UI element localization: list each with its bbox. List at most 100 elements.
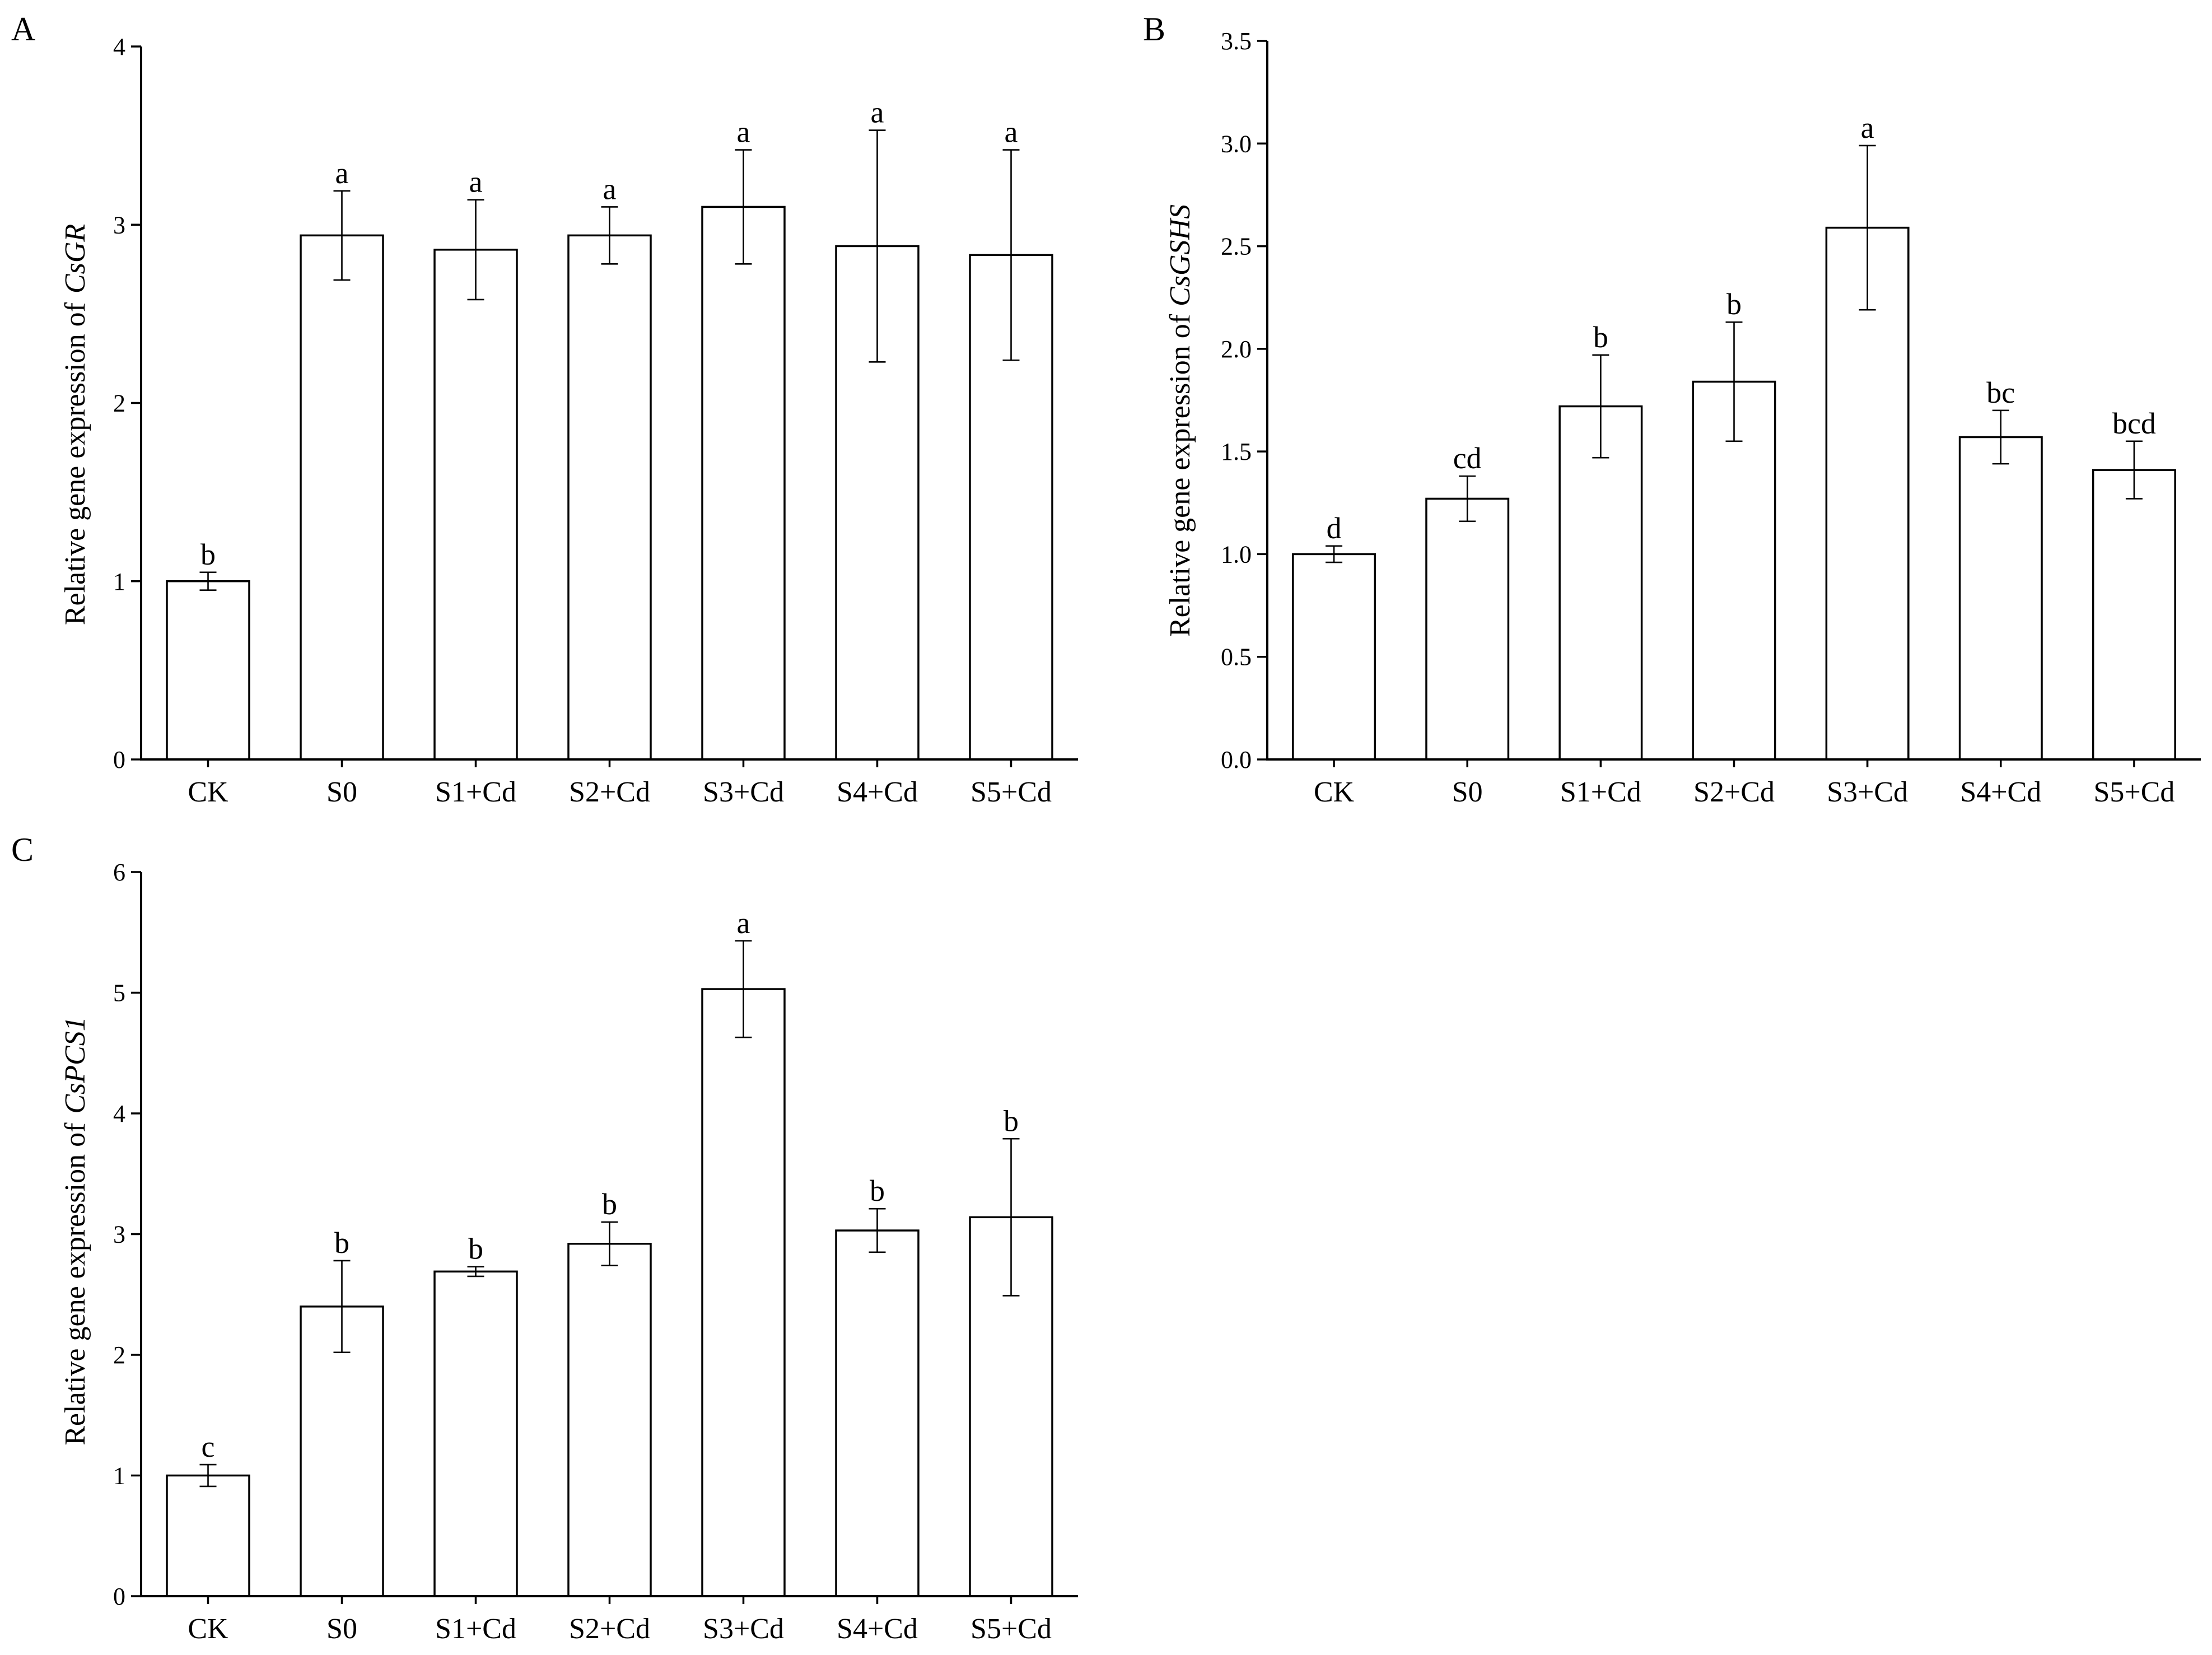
bar-b-s1-cd <box>1558 405 1643 761</box>
panel-label-a: A <box>11 11 35 48</box>
y-tick-label-a: 3 <box>113 211 125 239</box>
y-tick-label-b: 2.0 <box>1221 335 1252 363</box>
bar-b-s3-cd <box>1825 226 1910 761</box>
error-bar-b-s4-cd <box>1992 409 2009 465</box>
error-bar-c-s5-cd <box>1002 1137 1020 1297</box>
y-tick-label-b: 3.5 <box>1221 27 1252 55</box>
significance-letter-a-s0: a <box>335 156 349 190</box>
category-label-c-s1-cd: S1+Cd <box>435 1613 516 1645</box>
y-axis-title-c: Relative gene expression of CsPCS1 <box>59 1017 91 1446</box>
error-bars-a <box>199 129 1020 591</box>
category-label-b-s3-cd: S3+Cd <box>1827 776 1908 808</box>
bar-c-ck <box>166 1474 250 1597</box>
error-bar-b-s1-cd <box>1592 354 1609 459</box>
bar-a-s2-cd <box>567 234 652 761</box>
error-bar-c-s3-cd <box>735 940 752 1038</box>
error-bar-b-s5-cd <box>2125 440 2143 500</box>
y-axis-title-gene-a: CsGR <box>59 224 91 293</box>
y-axis-title-gene-c: CsPCS1 <box>59 1017 91 1113</box>
bar-b-s2-cd <box>1692 380 1776 761</box>
category-label-a-s5-cd: S5+Cd <box>970 776 1052 808</box>
significance-letter-c-s5-cd: b <box>1004 1104 1019 1137</box>
error-bar-b-s0 <box>1459 475 1476 523</box>
y-tick-label-a: 0 <box>113 746 125 773</box>
category-label-a-s1-cd: S1+Cd <box>435 776 516 808</box>
category-label-a-s0: S0 <box>326 776 357 808</box>
panel-c: C Relative gene expression of CsPCS1 c b b b… <box>11 831 1078 1645</box>
y-tick-label-c: 2 <box>113 1341 125 1369</box>
category-label-b-s1-cd: S1+Cd <box>1560 776 1641 808</box>
y-tick-label-b: 3.0 <box>1221 130 1252 157</box>
significance-letter-b-s5-cd: bcd <box>2112 407 2156 440</box>
category-label-a-s4-cd: S4+Cd <box>837 776 918 808</box>
y-tick-label-c: 4 <box>113 1100 125 1127</box>
error-bar-a-s2-cd <box>601 206 618 265</box>
y-tick-label-a: 4 <box>113 33 125 60</box>
error-bars-c <box>199 940 1020 1488</box>
error-bar-c-s2-cd <box>601 1221 618 1266</box>
error-bar-b-s2-cd <box>1725 321 1743 442</box>
category-label-c-s4-cd: S4+Cd <box>837 1613 918 1645</box>
y-tick-label-c: 1 <box>113 1462 125 1490</box>
significance-letter-b-s4-cd: bc <box>1986 376 2015 409</box>
error-bar-c-s0 <box>333 1260 351 1353</box>
y-tick-label-c: 6 <box>113 859 125 886</box>
significance-letter-b-s2-cd: b <box>1726 287 1742 321</box>
bar-b-s0 <box>1425 497 1510 761</box>
significance-letter-c-s3-cd: a <box>737 906 750 940</box>
category-label-c-s0: S0 <box>326 1613 357 1645</box>
bar-c-s1-cd <box>433 1270 518 1597</box>
plot-area-b: d cd b b a bc bcd 0.0 0.5 1.0 1.5 2.0 2.5 3.0 3.5 CK S0 S… <box>1221 27 2201 808</box>
bars-a <box>166 206 1053 761</box>
significance-letter-a-s3-cd: a <box>737 115 750 149</box>
bar-c-s3-cd <box>701 988 786 1597</box>
significance-letter-c-s4-cd: b <box>870 1174 885 1208</box>
panel-label-c: C <box>11 831 34 868</box>
category-label-c-s5-cd: S5+Cd <box>970 1613 1052 1645</box>
y-tick-label-a: 1 <box>113 568 125 595</box>
bar-b-ck <box>1292 553 1376 761</box>
category-label-b-ck: CK <box>1314 776 1355 808</box>
significance-letter-a-s1-cd: a <box>469 165 483 199</box>
significance-letter-b-s1-cd: b <box>1593 320 1608 354</box>
significance-letter-a-ck: b <box>200 538 216 571</box>
category-label-a-s2-cd: S2+Cd <box>569 776 650 808</box>
error-bar-c-s4-cd <box>869 1208 886 1253</box>
y-axis-title-prefix-b: Relative gene expression of <box>1164 314 1196 637</box>
y-axis-title-prefix-a: Relative gene expression of <box>59 302 91 625</box>
category-label-b-s0: S0 <box>1452 776 1483 808</box>
bar-a-s1-cd <box>433 249 518 761</box>
bar-c-s2-cd <box>567 1242 652 1597</box>
category-label-c-s2-cd: S2+Cd <box>569 1613 650 1645</box>
bars-b <box>1292 226 2176 761</box>
bar-c-s4-cd <box>835 1229 920 1597</box>
significance-letter-b-ck: d <box>1327 511 1342 545</box>
significance-letter-c-s2-cd: b <box>602 1187 617 1221</box>
significance-letter-a-s4-cd: a <box>871 96 884 129</box>
y-tick-label-c: 5 <box>113 980 125 1007</box>
bar-a-ck <box>166 580 250 761</box>
y-axis-title-a: Relative gene expression of CsGR <box>59 224 91 625</box>
y-tick-label-b: 1.0 <box>1221 540 1252 568</box>
error-bar-c-ck <box>199 1463 217 1488</box>
category-label-c-s3-cd: S3+Cd <box>703 1613 784 1645</box>
y-axis-title-prefix-c: Relative gene expression of <box>59 1122 91 1446</box>
bar-a-s0 <box>300 234 384 761</box>
category-label-c-ck: CK <box>188 1613 228 1645</box>
panel-label-b: B <box>1143 11 1165 48</box>
error-bar-a-s3-cd <box>735 149 752 265</box>
category-label-b-s4-cd: S4+Cd <box>1960 776 2041 808</box>
panel-a: A Relative gene expression of CsGR b a a a a a… <box>11 11 1078 808</box>
category-label-a-s3-cd: S3+Cd <box>703 776 784 808</box>
error-bars-b <box>1326 144 2143 563</box>
category-label-b-s2-cd: S2+Cd <box>1693 776 1775 808</box>
significance-letter-c-ck: c <box>202 1430 215 1463</box>
significance-letter-c-s1-cd: b <box>468 1232 483 1266</box>
y-tick-label-b: 0.5 <box>1221 644 1252 671</box>
bar-b-s4-cd <box>1958 436 2043 761</box>
y-tick-label-b: 1.5 <box>1221 438 1252 465</box>
y-tick-label-a: 2 <box>113 390 125 417</box>
error-bar-b-s3-cd <box>1859 144 1876 311</box>
